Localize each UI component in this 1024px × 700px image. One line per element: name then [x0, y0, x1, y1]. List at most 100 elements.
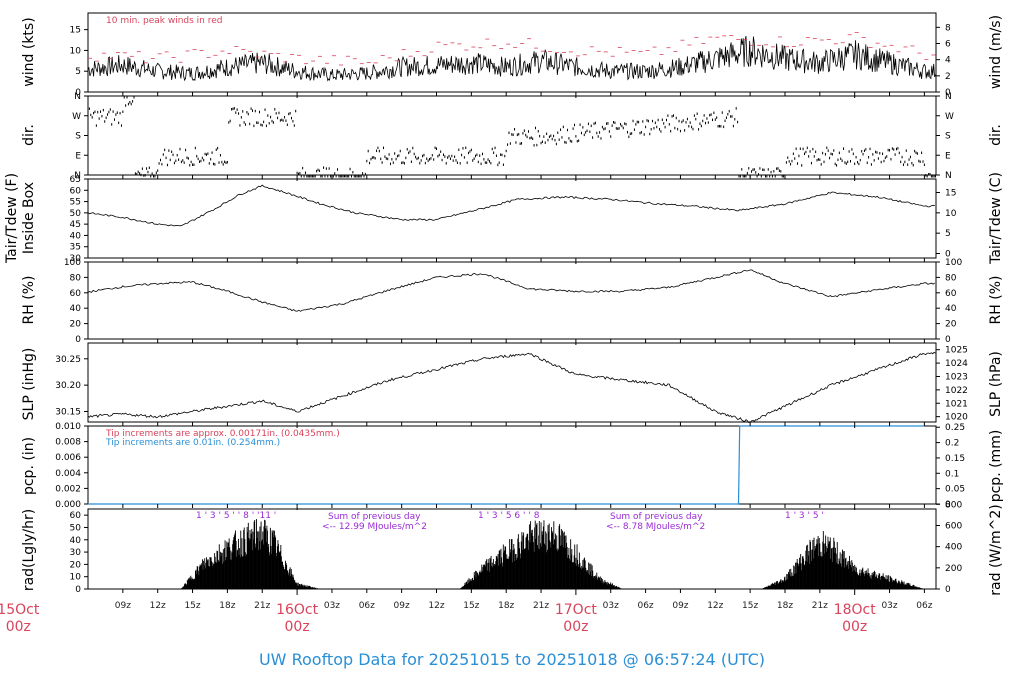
wind-left-label: wind (kts) — [21, 17, 37, 86]
dir-ltick-label: N — [74, 171, 81, 181]
wind-ltick-label: 0 — [75, 88, 81, 98]
dir-right-label: dir. — [988, 124, 1004, 146]
rh-ltick-label: 40 — [70, 304, 82, 314]
pcp-panel: 0.000 0.002 0.004 0.006 0.008 0.010 0 0.05 0.1 0.… — [55, 422, 965, 510]
xtick-label: 09z — [115, 601, 131, 611]
slp-ltick-label: 30.15 — [55, 407, 81, 417]
temp-rtick-label: 10 — [945, 209, 957, 219]
rad-right-label: rad (W/m^2) — [988, 504, 1004, 595]
temp-line — [87, 184, 935, 227]
rad-sum-2-line2: <-- 8.78 MJoules/m^2 — [606, 522, 705, 532]
rh-ltick-label: 100 — [64, 258, 81, 268]
rad-sum-1-line1: Sum of previous day — [328, 512, 421, 522]
slp-ltick-label: 30.20 — [55, 381, 81, 391]
day-label-top: 15Oct — [0, 602, 40, 618]
xtick-label: 21z — [812, 601, 828, 611]
rh-ltick-label: 60 — [70, 289, 82, 299]
rh-left-label: RH (%) — [21, 276, 37, 325]
dir-left-label: dir. — [21, 124, 37, 146]
panel-group: 05101502468NESWNNESWN3035404550556065051… — [55, 12, 968, 595]
rad-sum-1-line2: <-- 12.99 MJoules/m^2 — [322, 522, 427, 532]
rh-ltick-label: 20 — [70, 320, 82, 330]
wind-rtick-label: 4 — [945, 56, 951, 66]
slp-panel: 30.15 30.20 30.25 1020 1021 1022 1023 1024 1025 — [55, 342, 968, 423]
rh-ltick-label: 0 — [75, 335, 81, 345]
rad-rtick-label: 200 — [945, 564, 962, 574]
temp-left-label-2: Inside Box — [21, 182, 37, 254]
temp-ltick-label: 45 — [70, 220, 81, 230]
temp-rtick-label: 0 — [945, 249, 951, 259]
wind-rtick-label: 0 — [945, 88, 951, 98]
wind-speed-line — [87, 35, 936, 82]
rad-ltick-label: 10 — [70, 573, 82, 583]
pcp-rtick-label: 0.2 — [945, 439, 959, 449]
rh-right-label: RH (%) — [988, 276, 1004, 325]
dir-ltick-label: E — [75, 151, 81, 161]
slp-right-label: SLP (hPa) — [988, 351, 1004, 417]
day-label-top: 18Oct — [834, 602, 877, 618]
rad-ltick-label: 30 — [70, 548, 82, 558]
dir-rtick-label: S — [945, 132, 951, 142]
pcp-line — [88, 425, 925, 505]
wind-frame — [87, 12, 937, 93]
wind-ltick-label: 5 — [75, 67, 81, 77]
xtick-label: 18z — [498, 601, 514, 611]
rad-ltick-label: 20 — [70, 560, 82, 570]
slp-ltick-label: 30.25 — [55, 355, 81, 365]
rad-ltick-label: 50 — [70, 523, 82, 533]
pcp-rtick-label: 0.15 — [945, 454, 965, 464]
rh-rtick-label: 100 — [945, 258, 962, 268]
dir-rtick-label: E — [945, 151, 951, 161]
temp-ltick-label: 35 — [70, 243, 81, 253]
day-label-bottom: 00z — [563, 619, 588, 635]
slp-line — [87, 351, 936, 423]
rad-rtick-label: 600 — [945, 522, 962, 532]
temp-ltick-label: 55 — [70, 198, 81, 208]
dir-ltick-label: W — [72, 112, 81, 122]
temp-ltick-label: 30 — [70, 254, 82, 264]
rad-ltick-label: 60 — [70, 511, 82, 521]
xtick-label: 06z — [359, 601, 375, 611]
rad-rtick-label: 0 — [945, 585, 951, 595]
slp-rtick-label: 1021 — [945, 399, 968, 409]
wind-ltick-label: 15 — [70, 26, 81, 36]
dir-rtick-label: W — [945, 112, 954, 122]
pcp-note-1: Tip increments are approx. 0.00171in. (0… — [105, 429, 340, 439]
rh-rtick-label: 0 — [945, 335, 951, 345]
rad-rtick-label: 400 — [945, 543, 962, 553]
pcp-ltick-label: 0.006 — [55, 453, 81, 463]
wind-peak-note: 10 min. peak winds in red — [106, 16, 223, 26]
slp-rtick-label: 1023 — [945, 372, 968, 382]
pcp-rtick-label: 0.25 — [945, 423, 965, 433]
temp-ltick-label: 50 — [70, 209, 82, 219]
xtick-label: 09z — [672, 601, 688, 611]
rh-rtick-label: 40 — [945, 304, 957, 314]
pcp-ltick-label: 0.000 — [55, 500, 81, 510]
xtick-label: 06z — [637, 601, 653, 611]
xtick-label: 09z — [394, 601, 410, 611]
dir-rtick-label: N — [945, 171, 952, 181]
pcp-frame — [87, 425, 937, 505]
dir-rtick-label: N — [945, 92, 952, 102]
dir-ltick-label: N — [74, 92, 81, 102]
time-axis: 09z 12z 15z 18z 21z 03z 06z 09z 12z 15z 18z 21z 03z 0… — [0, 92, 933, 635]
rh-ltick-label: 80 — [70, 273, 82, 283]
day-label-top: 17Oct — [555, 602, 598, 618]
temp-frame — [87, 178, 937, 259]
rh-panel: 0 20 40 60 80 100 0 20 40 60 80 100 — [64, 258, 963, 345]
rad-hour-marks-3: 1 ' 3 ' 5 ' — [785, 511, 824, 521]
temp-ltick-label: 65 — [70, 175, 81, 185]
rh-line — [87, 269, 936, 312]
xtick-label: 03z — [603, 601, 619, 611]
xtick-label: 21z — [533, 601, 549, 611]
rad-ltick-label: 40 — [70, 536, 82, 546]
rh-rtick-label: 20 — [945, 320, 957, 330]
slp-frame — [87, 342, 937, 423]
temp-ltick-label: 60 — [70, 186, 82, 196]
xtick-label: 21z — [254, 601, 270, 611]
wind-panel: 0 5 10 15 0 2 4 6 8 — [70, 12, 951, 98]
day-label-bottom: 00z — [842, 619, 867, 635]
footer-title: UW Rooftop Data for 20251015 to 20251018… — [259, 650, 765, 669]
